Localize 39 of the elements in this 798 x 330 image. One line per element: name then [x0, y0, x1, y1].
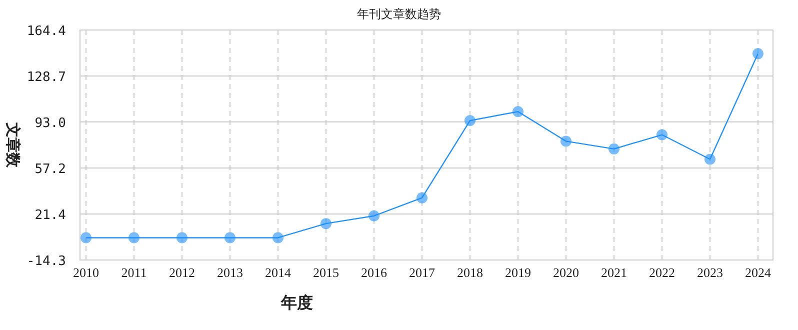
x-tick-label: 2023 [697, 265, 723, 280]
x-tick-label: 2022 [649, 265, 675, 280]
point [224, 232, 236, 244]
x-tick-label: 2021 [601, 265, 627, 280]
x-tick-label: 2014 [265, 265, 292, 280]
x-tick-label: 2019 [505, 265, 531, 280]
x-tick-label: 2015 [313, 265, 339, 280]
x-tick-label: 2017 [409, 265, 436, 280]
point [272, 232, 284, 244]
y-tick-label: 21.4 [34, 208, 66, 224]
x-tick-label: 2013 [217, 265, 243, 280]
x-axis-title: 年度 [280, 293, 313, 312]
point [320, 218, 332, 230]
point [464, 115, 476, 126]
x-tick-label: 2016 [361, 265, 388, 280]
y-tick-label: 93.0 [34, 116, 66, 131]
x-tick-label: 2024 [745, 265, 772, 280]
point [416, 192, 428, 204]
x-tick-label: 2012 [169, 265, 195, 280]
point [176, 232, 188, 244]
point [368, 210, 380, 222]
point [656, 129, 668, 140]
chart-title: 年刊文章数趋势 [357, 7, 441, 21]
y-tick-label: -14.3 [26, 254, 66, 269]
x-tick-label: 2010 [73, 265, 99, 280]
point [80, 232, 92, 244]
point [752, 48, 764, 60]
y-tick-label: 164.4 [26, 24, 66, 39]
point [704, 154, 716, 165]
y-axis-title: 文章数 [4, 122, 22, 168]
x-tick-label: 2018 [457, 265, 483, 280]
y-tick-label: 57.2 [34, 162, 66, 177]
y-tick-label: 128.7 [26, 70, 66, 85]
x-tick-label: 2011 [121, 265, 147, 280]
point [128, 232, 140, 244]
point [560, 136, 572, 147]
x-tick-label: 2020 [553, 265, 579, 280]
point [512, 106, 524, 118]
point [608, 143, 620, 154]
